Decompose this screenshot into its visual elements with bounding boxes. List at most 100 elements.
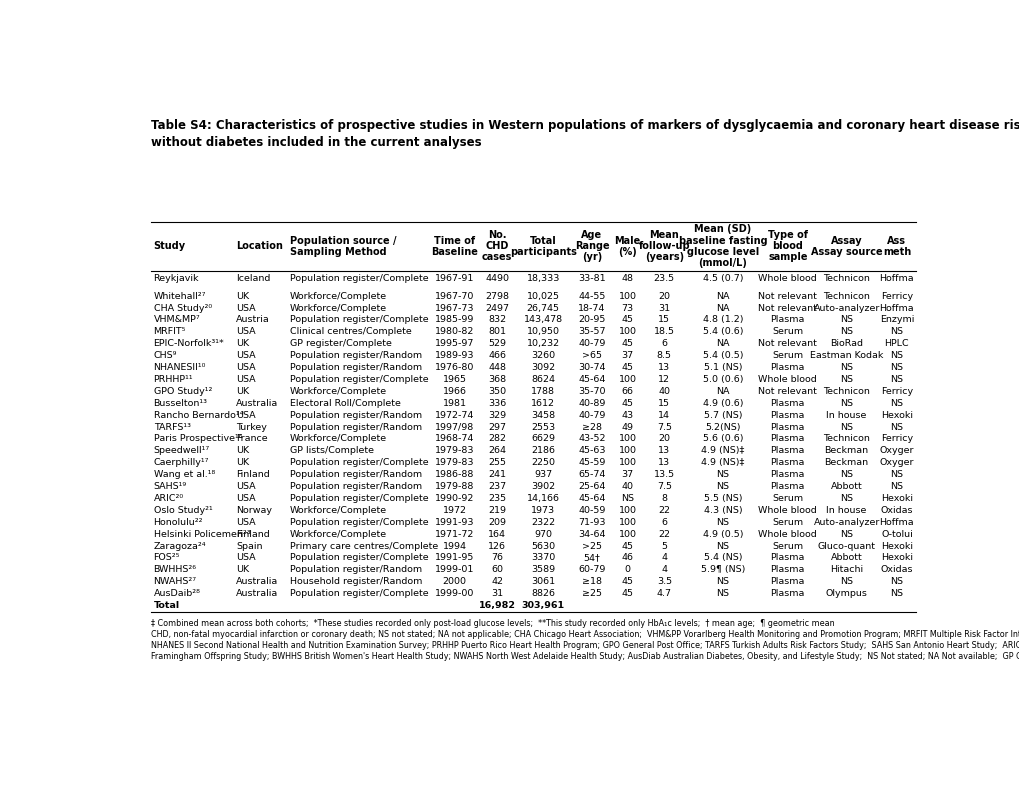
Text: USA: USA <box>235 482 256 491</box>
Text: 1967-70: 1967-70 <box>434 292 474 301</box>
Text: 1968-74: 1968-74 <box>434 434 474 444</box>
Text: USA: USA <box>235 351 256 360</box>
Text: 4: 4 <box>660 553 666 563</box>
Text: 6: 6 <box>660 340 666 348</box>
Text: ≥18: ≥18 <box>582 578 601 586</box>
Text: Enzymi: Enzymi <box>878 315 913 325</box>
Text: 297: 297 <box>487 422 505 432</box>
Text: Population register/Complete: Population register/Complete <box>289 553 428 563</box>
Text: VHM&MP⁷: VHM&MP⁷ <box>154 315 200 325</box>
Text: 22: 22 <box>657 506 669 515</box>
Text: 40-59: 40-59 <box>578 506 605 515</box>
Text: 100: 100 <box>618 292 636 301</box>
Text: 40-79: 40-79 <box>578 411 605 420</box>
Text: NHANESII¹⁰: NHANESII¹⁰ <box>154 363 206 372</box>
Text: 100: 100 <box>618 434 636 444</box>
Text: Population register/Random: Population register/Random <box>289 351 422 360</box>
Text: 1986-88: 1986-88 <box>434 470 474 479</box>
Text: 45: 45 <box>621 315 633 325</box>
Text: 1999-00: 1999-00 <box>434 589 474 598</box>
Text: 18.5: 18.5 <box>653 327 675 336</box>
Text: 66: 66 <box>621 387 633 396</box>
Text: Not relevant: Not relevant <box>757 340 816 348</box>
Text: Total
participants: Total participants <box>510 236 576 257</box>
Text: 4.8 (1.2): 4.8 (1.2) <box>702 315 743 325</box>
Text: 45: 45 <box>621 363 633 372</box>
Text: 45: 45 <box>621 541 633 551</box>
Text: 100: 100 <box>618 375 636 384</box>
Text: Workforce/Complete: Workforce/Complete <box>289 530 387 539</box>
Text: 237: 237 <box>487 482 505 491</box>
Text: NS: NS <box>840 363 852 372</box>
Text: 71-93: 71-93 <box>578 518 605 526</box>
Text: NS: NS <box>715 518 729 526</box>
Text: Technicon: Technicon <box>822 387 869 396</box>
Text: BWHHS²⁶: BWHHS²⁶ <box>154 565 197 574</box>
Text: NA: NA <box>715 387 729 396</box>
Text: Australia: Australia <box>235 589 278 598</box>
Text: 12: 12 <box>657 375 669 384</box>
Text: Not relevant: Not relevant <box>757 387 816 396</box>
Text: PRHHP¹¹: PRHHP¹¹ <box>154 375 193 384</box>
Text: Whitehall²⁷: Whitehall²⁷ <box>154 292 206 301</box>
Text: 5.4 (NS): 5.4 (NS) <box>703 553 742 563</box>
Text: NS: NS <box>840 315 852 325</box>
Text: Plasma: Plasma <box>769 470 804 479</box>
Text: 3260: 3260 <box>531 351 554 360</box>
Text: Population register/Random: Population register/Random <box>289 565 422 574</box>
Text: 1972-74: 1972-74 <box>434 411 474 420</box>
Text: 26,745: 26,745 <box>526 303 559 313</box>
Text: Australia: Australia <box>235 578 278 586</box>
Text: Plasma: Plasma <box>769 363 804 372</box>
Text: 6: 6 <box>660 518 666 526</box>
Text: Population register/Random: Population register/Random <box>289 470 422 479</box>
Text: NS: NS <box>840 375 852 384</box>
Text: NA: NA <box>715 340 729 348</box>
Text: 2553: 2553 <box>531 422 554 432</box>
Text: Oxyger: Oxyger <box>878 446 913 455</box>
Text: 5.4 (0.6): 5.4 (0.6) <box>702 327 743 336</box>
Text: 2497: 2497 <box>485 303 508 313</box>
Text: 4.9 (NS)‡: 4.9 (NS)‡ <box>700 459 744 467</box>
Text: Total: Total <box>154 601 179 610</box>
Text: 25-64: 25-64 <box>578 482 605 491</box>
Text: Male
(%): Male (%) <box>613 236 640 257</box>
Text: 209: 209 <box>487 518 505 526</box>
Text: ‡ Combined mean across both cohorts;  *These studies recorded only post-load glu: ‡ Combined mean across both cohorts; *Th… <box>151 619 834 628</box>
Text: 3092: 3092 <box>531 363 554 372</box>
Text: Turkey: Turkey <box>235 422 267 432</box>
Text: 13.5: 13.5 <box>653 470 675 479</box>
Text: NS: NS <box>890 589 903 598</box>
Text: Assay
Assay source: Assay Assay source <box>810 236 881 257</box>
Text: GPO Study¹²: GPO Study¹² <box>154 387 212 396</box>
Text: Population register/Complete: Population register/Complete <box>289 315 428 325</box>
Text: 35-70: 35-70 <box>578 387 605 396</box>
Text: 336: 336 <box>487 399 505 407</box>
Text: 1999-01: 1999-01 <box>434 565 474 574</box>
Text: BioRad: BioRad <box>829 340 862 348</box>
Text: 2322: 2322 <box>531 518 554 526</box>
Text: Oxyger: Oxyger <box>878 459 913 467</box>
Text: Mean
follow-up
(years): Mean follow-up (years) <box>638 230 690 262</box>
Text: NS: NS <box>840 399 852 407</box>
Text: 1994: 1994 <box>442 541 467 551</box>
Text: Ass
meth: Ass meth <box>881 236 910 257</box>
Text: 1997/98: 1997/98 <box>435 422 474 432</box>
Text: Plasma: Plasma <box>769 411 804 420</box>
Text: 832: 832 <box>487 315 505 325</box>
Text: 1989-93: 1989-93 <box>434 351 474 360</box>
Text: In house: In house <box>825 506 866 515</box>
Text: Eastman Kodak: Eastman Kodak <box>809 351 882 360</box>
Text: 45: 45 <box>621 340 633 348</box>
Text: 4.3 (NS): 4.3 (NS) <box>703 506 742 515</box>
Text: Framingham Offspring Study; BWHHS British Women's Heart Health Study; NWAHS Nort: Framingham Offspring Study; BWHHS Britis… <box>151 652 1019 660</box>
Text: 13: 13 <box>657 446 669 455</box>
Text: Serum: Serum <box>771 327 803 336</box>
Text: Australia: Australia <box>235 399 278 407</box>
Text: NA: NA <box>715 303 729 313</box>
Text: 1976-80: 1976-80 <box>434 363 474 372</box>
Text: Population register/Complete: Population register/Complete <box>289 589 428 598</box>
Text: 3902: 3902 <box>531 482 554 491</box>
Text: NS: NS <box>890 375 903 384</box>
Text: USA: USA <box>235 327 256 336</box>
